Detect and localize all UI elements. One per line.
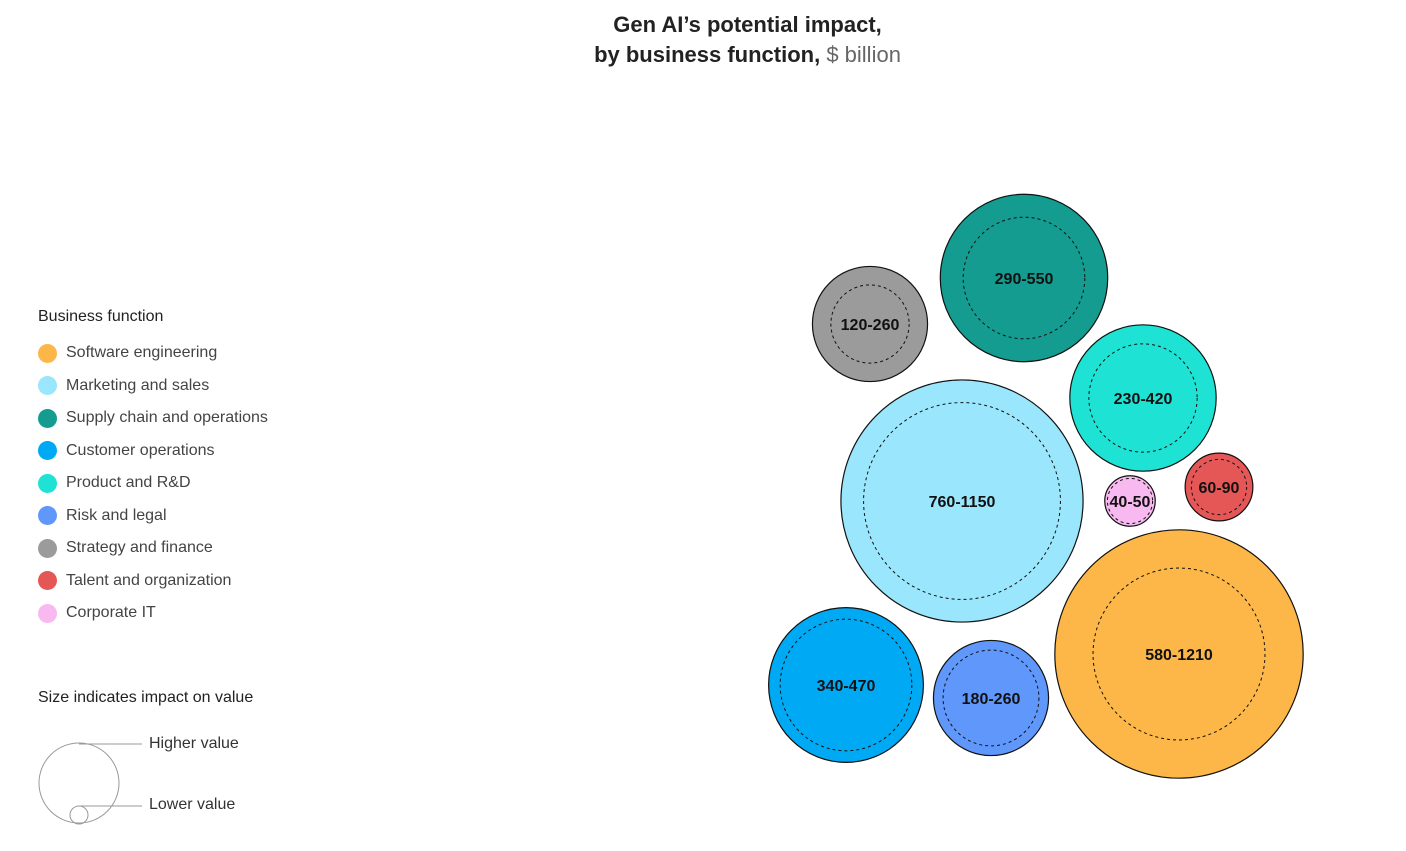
bubble-high — [840, 379, 1084, 623]
bubble-product-and-r-d: 230-420 — [1069, 324, 1217, 472]
bubble-low — [962, 216, 1086, 340]
legend-label: Talent and organization — [66, 571, 232, 589]
bubble-low — [1092, 567, 1266, 741]
bubble-low — [830, 284, 910, 364]
bubble-talent-and-organization: 60-90 — [1184, 452, 1254, 522]
bubble-high — [768, 607, 924, 763]
legend-item: Corporate IT — [38, 597, 268, 630]
legend-label: Corporate IT — [66, 604, 156, 622]
title-line-1: Gen AI’s potential impact, — [613, 12, 882, 37]
legend-label: Supply chain and operations — [66, 409, 268, 427]
bubble-label: 290-550 — [995, 271, 1054, 288]
bubble-low — [1106, 477, 1154, 525]
legend-title: Business function — [38, 308, 164, 325]
legend-item: Supply chain and operations — [38, 402, 268, 435]
bubble-label: 230-420 — [1114, 391, 1173, 408]
title-function: by business function, — [594, 42, 821, 67]
size-key-large-circle — [38, 742, 120, 824]
legend-swatch — [38, 538, 57, 558]
legend-label: Strategy and finance — [66, 539, 213, 557]
legend-label: Customer operations — [66, 441, 215, 459]
bubble-label: 180-260 — [962, 691, 1021, 708]
chart-title: Gen AI’s potential impact, by business f… — [0, 10, 1406, 70]
legend-swatch — [38, 441, 57, 461]
legend-swatch — [38, 571, 57, 591]
bubble-high — [939, 193, 1109, 363]
bubble-low — [779, 618, 913, 752]
bubble-corporate-it: 40-50 — [1104, 475, 1156, 527]
legend-swatch — [38, 506, 57, 526]
bubble-label: 340-470 — [817, 678, 876, 695]
legend-swatch — [38, 376, 57, 396]
bubble-customer-operations: 340-470 — [768, 607, 924, 763]
legend-label: Product and R&D — [66, 474, 191, 492]
legend: Business function Software engineering Ma… — [38, 308, 268, 630]
bubble-supply-chain-and-operations: 290-550 — [939, 193, 1109, 363]
size-key-title: Size indicates impact on value — [38, 689, 254, 706]
bubble-label: 580-1210 — [1145, 647, 1213, 664]
bubble-low — [1190, 458, 1248, 516]
size-key: Higher value Lower value — [30, 735, 290, 835]
bubble-low — [1088, 343, 1198, 453]
size-key-higher-label: Higher value — [149, 735, 239, 752]
legend-item: Product and R&D — [38, 467, 268, 500]
bubble-high — [1069, 324, 1217, 472]
legend-swatch — [38, 603, 57, 623]
bubble-low — [942, 649, 1040, 747]
legend-item: Software engineering — [38, 337, 268, 370]
legend-item: Risk and legal — [38, 500, 268, 533]
legend-label: Risk and legal — [66, 506, 167, 524]
bubble-low — [863, 402, 1061, 600]
bubble-label: 120-260 — [841, 317, 900, 334]
bubble-label: 760-1150 — [929, 494, 996, 511]
legend-item: Strategy and finance — [38, 532, 268, 565]
bubble-high — [932, 639, 1050, 757]
bubble-strategy-and-finance: 120-260 — [811, 265, 929, 383]
bubble-high — [1104, 475, 1156, 527]
bubble-high — [811, 265, 929, 383]
legend-items: Software engineering Marketing and sales S… — [38, 337, 268, 630]
legend-swatch — [38, 343, 57, 363]
bubble-label: 60-90 — [1199, 480, 1240, 497]
legend-item: Talent and organization — [38, 565, 268, 598]
size-key-lower-label: Lower value — [149, 796, 236, 813]
legend-swatch — [38, 408, 57, 428]
bubble-marketing-and-sales: 760-1150 — [840, 379, 1084, 623]
title-unit: $ billion — [826, 42, 901, 67]
size-key-graphic — [38, 742, 142, 825]
legend-item: Marketing and sales — [38, 370, 268, 403]
bubble-label: 40-50 — [1110, 494, 1151, 511]
bubble-high — [1054, 529, 1304, 779]
title-line-2: by business function, $ billion — [0, 40, 1406, 70]
legend-item: Customer operations — [38, 435, 268, 468]
legend-swatch — [38, 473, 57, 493]
legend-label: Software engineering — [66, 344, 218, 362]
bubble-risk-and-legal: 180-260 — [932, 639, 1050, 757]
legend-label: Marketing and sales — [66, 376, 210, 394]
bubble-software-engineering: 580-1210 — [1054, 529, 1304, 779]
bubble-high — [1184, 452, 1254, 522]
